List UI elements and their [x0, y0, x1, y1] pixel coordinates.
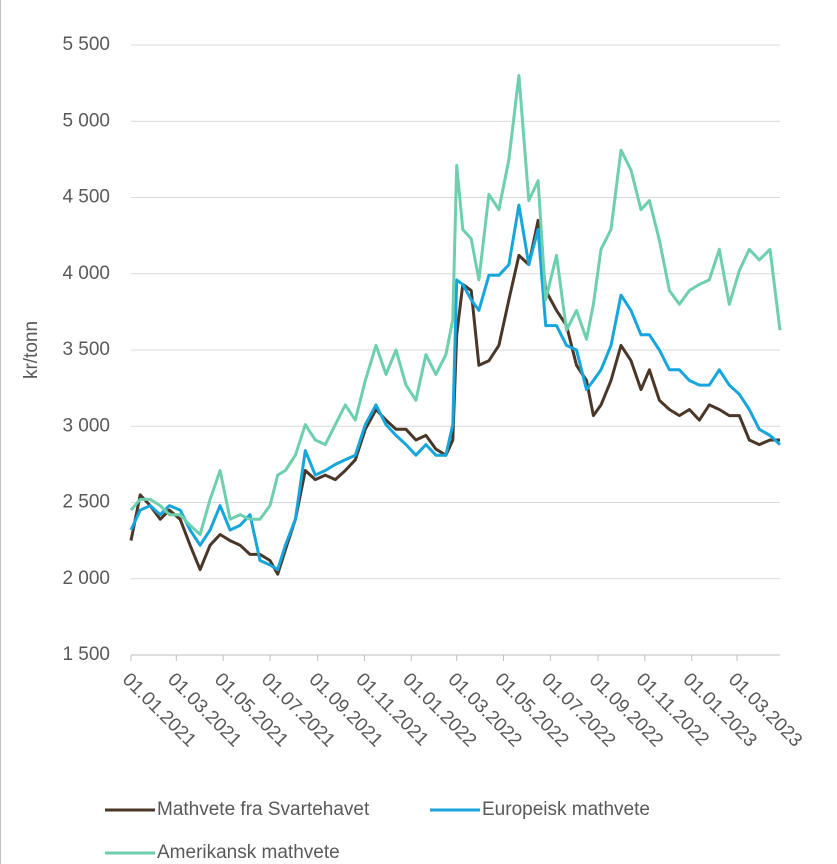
- y-tick-label: 4 000: [62, 263, 110, 284]
- y-tick-label: 5 500: [62, 34, 110, 55]
- data-line: [129, 74, 782, 536]
- legend-label: Amerikansk mathvete: [157, 842, 340, 863]
- y-tick-label: 1 500: [62, 644, 110, 665]
- legend-label: Mathvete fra Svartehavet: [157, 799, 370, 820]
- y-tick-label: 4 500: [62, 187, 110, 208]
- y-tick-label: 5 000: [62, 110, 110, 131]
- y-tick-label: 3 500: [62, 339, 110, 360]
- legend-label: Europeisk mathvete: [482, 799, 650, 820]
- y-tick-label: 2 500: [62, 492, 110, 513]
- y-axis-label: kr/tonn: [21, 321, 42, 379]
- y-tick-label: 3 000: [62, 415, 110, 436]
- y-tick-label: 2 000: [62, 568, 110, 589]
- data-line: [129, 203, 782, 572]
